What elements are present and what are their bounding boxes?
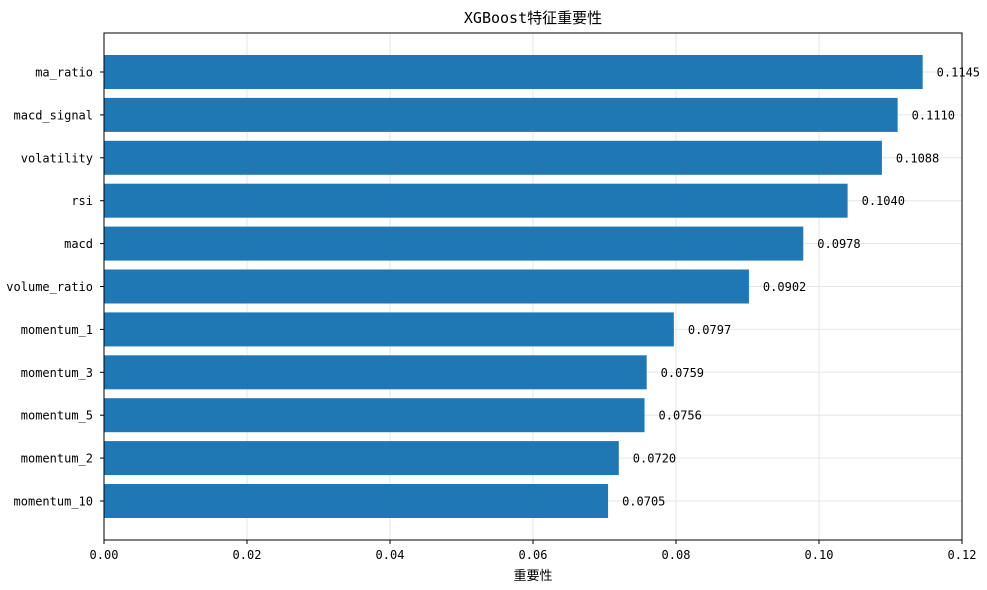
y-tick-label-ma_ratio: ma_ratio [35,66,93,80]
y-tick-label-rsi: rsi [71,194,93,208]
x-axis-ticks: 0.00 0.02 0.04 0.06 0.08 0.10 0.12 [90,540,977,562]
bar-ma_ratio [104,55,923,89]
x-axis-label: 重要性 [513,568,552,584]
bar-momentum_1 [104,312,674,347]
bar-rsi [104,183,848,218]
axes-frame [103,32,963,541]
x-tick-label: 0.12 [948,548,977,562]
y-tick-label-volume_ratio: volume_ratio [6,280,93,294]
x-tick-label: 0.06 [519,548,548,562]
data-label-ma_ratio: 0.1145 [937,66,980,80]
bar-volatility [104,140,882,175]
x-tick-label: 0.10 [805,548,834,562]
y-tick-label-momentum_3: momentum_3 [21,366,93,380]
x-tick-label: 0.08 [662,548,691,562]
data-label-momentum_3: 0.0759 [661,366,704,380]
data-label-rsi: 0.1040 [862,194,905,208]
bar-momentum_10 [104,484,609,518]
y-tick-label-momentum_2: momentum_2 [21,452,93,466]
y-tick-label-momentum_10: momentum_10 [14,495,93,509]
x-tick-label: 0.02 [233,548,262,562]
y-tick-label-momentum_5: momentum_5 [21,409,93,423]
data-label-volatility: 0.1088 [896,151,939,165]
x-tick-label: 0.04 [376,548,405,562]
y-axis-ticks: ma_ratio macd_signal volatility rsi macd volu… [6,66,104,509]
y-tick-label-macd: macd [64,237,93,251]
x-tick-label: 0.00 [90,548,119,562]
data-label-macd_signal: 0.1110 [912,108,955,122]
bar-volume_ratio [104,269,749,304]
data-label-macd: 0.0978 [817,237,860,251]
chart-title: XGBoost特征重要性 [464,9,602,27]
data-label-momentum_1: 0.0797 [688,323,731,337]
data-labels: 0.1145 0.1110 0.1088 0.1040 0.0978 0.0902 0.07… [622,66,980,509]
data-label-momentum_10: 0.0705 [622,495,665,509]
bar-momentum_5 [104,398,645,433]
y-tick-label-volatility: volatility [21,151,93,165]
y-tick-label-macd_signal: macd_signal [14,108,93,122]
bar-momentum_2 [104,441,619,476]
bar-momentum_3 [104,355,647,390]
data-label-volume_ratio: 0.0902 [763,280,806,294]
data-label-momentum_5: 0.0756 [659,409,702,423]
data-label-momentum_2: 0.0720 [633,452,676,466]
bar-macd_signal [104,97,898,132]
bar-macd [104,226,804,261]
bars [104,55,923,518]
y-tick-label-momentum_1: momentum_1 [21,323,93,337]
